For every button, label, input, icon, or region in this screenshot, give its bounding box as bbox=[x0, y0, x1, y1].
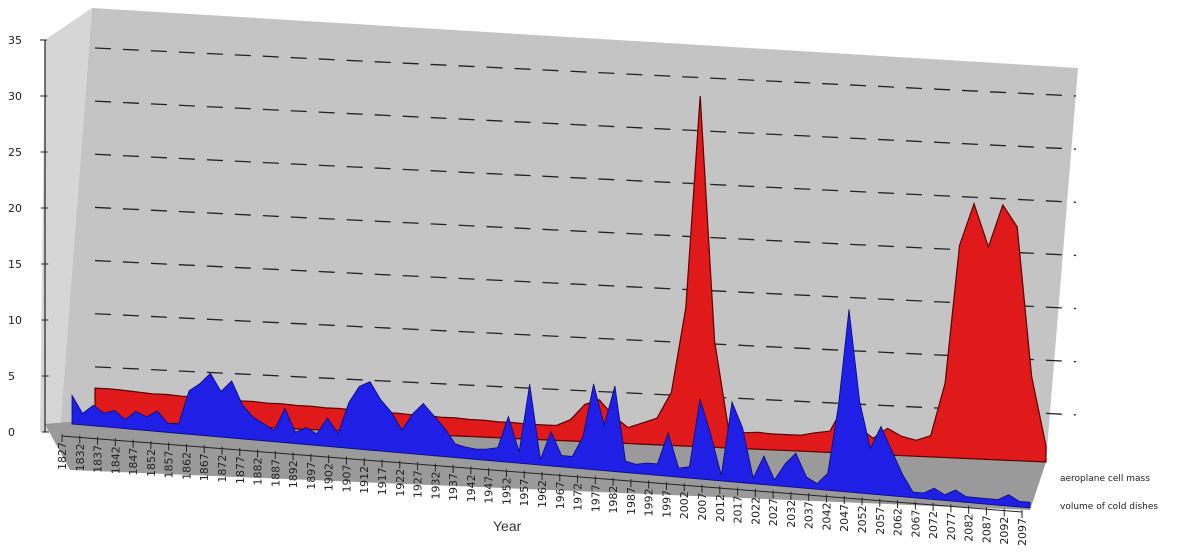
x-tick-label: 1922 bbox=[394, 469, 407, 497]
gridline bbox=[94, 100, 1077, 150]
y-tick-label: 10 bbox=[8, 314, 22, 327]
series-back bbox=[94, 95, 1047, 463]
x-tick-label: 1917 bbox=[376, 467, 389, 495]
gridline bbox=[94, 366, 1077, 416]
x-tick-label: 1867 bbox=[198, 453, 211, 481]
y-tick-label: 25 bbox=[8, 146, 22, 159]
x-tick-label: 1827 bbox=[56, 442, 69, 470]
side-wall bbox=[40, 8, 92, 432]
x-tick-label: 1887 bbox=[269, 459, 282, 487]
x-tick-label: 1837 bbox=[92, 445, 105, 473]
x-tick-label: 1842 bbox=[109, 446, 122, 474]
y-tick-label: 5 bbox=[8, 370, 15, 383]
x-tick-label: 1882 bbox=[252, 457, 265, 485]
x-tick-label: 2002 bbox=[678, 491, 691, 519]
x-tick-label: 1977 bbox=[589, 484, 602, 512]
x-axis-line bbox=[61, 435, 1023, 513]
x-tick-label: 2092 bbox=[998, 517, 1011, 545]
legend-label: aeroplane cell mass bbox=[1060, 474, 1150, 484]
x-tick-label: 1982 bbox=[607, 486, 620, 514]
x-tick-label: 2022 bbox=[749, 497, 762, 525]
x-tick-label: 1997 bbox=[660, 490, 673, 518]
series-area-aeroplane-cell-mass bbox=[94, 95, 1047, 463]
x-tick-label: 1967 bbox=[554, 481, 567, 509]
x-tick-label: 1877 bbox=[234, 456, 247, 484]
x-tick-label: 2037 bbox=[803, 501, 816, 529]
x-tick-label: 1862 bbox=[180, 452, 193, 480]
x-tick-label: 1912 bbox=[358, 466, 371, 494]
x-tick-label: 2017 bbox=[732, 495, 745, 523]
x-tick-label: 1952 bbox=[500, 477, 513, 505]
x-tick-label: 2097 bbox=[1016, 518, 1029, 546]
gridlines bbox=[94, 47, 1077, 416]
x-tick-label: 2027 bbox=[767, 498, 780, 526]
gridline bbox=[94, 259, 1077, 310]
legend: aeroplane cell mass volume of cold dishes bbox=[1060, 474, 1158, 512]
x-tick-label: 2042 bbox=[820, 503, 833, 531]
y-axis: 0 5 10 15 20 25 30 35 bbox=[8, 34, 49, 439]
x-tick-label: 1927 bbox=[412, 470, 425, 498]
x-tick-label: 1847 bbox=[127, 448, 140, 476]
x-tick-label: 1932 bbox=[429, 472, 442, 500]
series-area-volume-of-cold-dishes bbox=[71, 309, 1031, 509]
x-axis: 1827 1832 1837 1842 1847 1852 1857 1862 1867 1872… bbox=[56, 434, 1029, 546]
x-tick-label: 1972 bbox=[572, 483, 585, 511]
y-tick-label: 20 bbox=[8, 202, 22, 215]
x-tick-label: 2047 bbox=[838, 504, 851, 532]
x-tick-label: 2087 bbox=[980, 515, 993, 543]
gridline bbox=[94, 153, 1077, 203]
x-tick-label: 1852 bbox=[145, 449, 158, 477]
x-tick-label: 2012 bbox=[714, 494, 727, 522]
x-tick-label: 1947 bbox=[483, 476, 496, 504]
gridline bbox=[94, 313, 1077, 363]
x-tick-label: 2057 bbox=[874, 507, 887, 535]
gridline bbox=[94, 47, 1077, 97]
x-tick-label: 1942 bbox=[465, 474, 478, 502]
y-tick-label: 30 bbox=[8, 90, 22, 103]
x-tick-label: 1992 bbox=[643, 488, 656, 516]
x-tick-label: 2052 bbox=[856, 505, 869, 533]
x-tick-label: 2032 bbox=[785, 500, 798, 528]
x-tick-label: 1872 bbox=[216, 455, 229, 483]
y-tick-label: 35 bbox=[8, 34, 22, 47]
x-tick-label: 1857 bbox=[163, 450, 176, 478]
series-front bbox=[71, 309, 1031, 509]
y-tick-label: 0 bbox=[8, 426, 15, 439]
x-tick-label: 1897 bbox=[305, 462, 318, 490]
y-tick-label: 15 bbox=[8, 258, 22, 271]
x-tick-label: 1832 bbox=[74, 443, 87, 471]
x-tick-label: 1937 bbox=[447, 473, 460, 501]
x-tick-label: 2067 bbox=[909, 510, 922, 538]
x-tick-label: 2082 bbox=[963, 514, 976, 542]
x-tick-label: 2062 bbox=[892, 508, 905, 536]
x-tick-label: 1902 bbox=[323, 463, 336, 491]
back-wall bbox=[60, 8, 1078, 462]
legend-label: volume of cold dishes bbox=[1060, 502, 1158, 512]
x-tick-label: 1962 bbox=[536, 480, 549, 508]
gridline bbox=[94, 206, 1077, 257]
x-tick-label: 1957 bbox=[518, 479, 531, 507]
x-tick-label: 1892 bbox=[287, 460, 300, 488]
x-axis-title: Year bbox=[493, 518, 522, 534]
x-tick-label: 1987 bbox=[625, 487, 638, 515]
x-tick-label: 2077 bbox=[945, 512, 958, 540]
x-tick-label: 2072 bbox=[927, 511, 940, 539]
x-tick-label: 2007 bbox=[696, 493, 709, 521]
x-tick-label: 1907 bbox=[340, 465, 353, 493]
